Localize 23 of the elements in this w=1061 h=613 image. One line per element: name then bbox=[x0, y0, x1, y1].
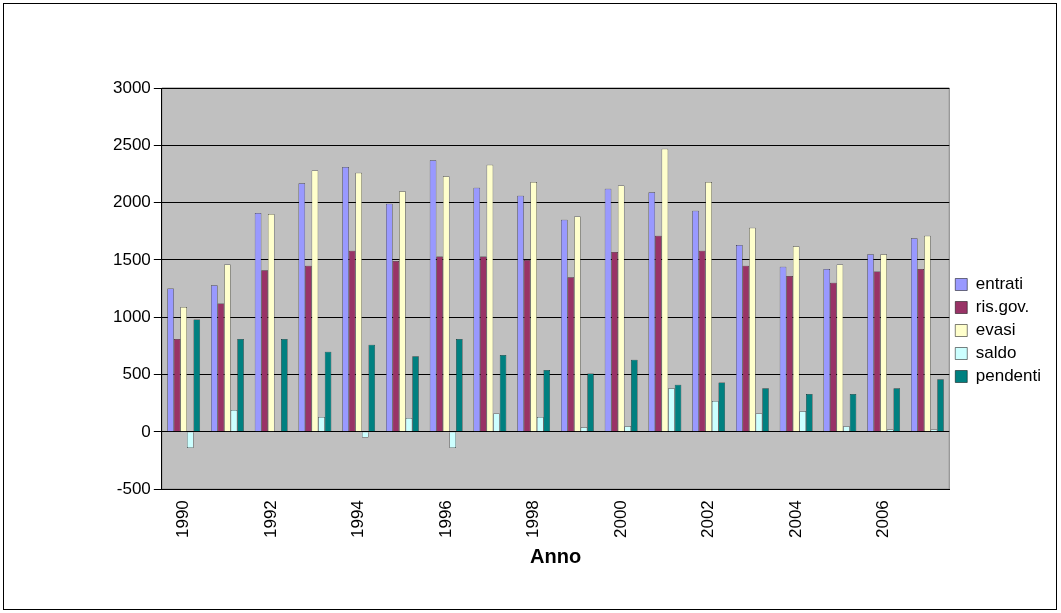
y-tick-label: 1500 bbox=[112, 249, 151, 269]
x-tick-label: 2006 bbox=[873, 500, 893, 539]
legend-label: ris.gov. bbox=[975, 297, 1030, 317]
y-tick-label: -500 bbox=[116, 478, 151, 498]
legend-label: evasi bbox=[975, 320, 1016, 340]
x-tick-label: 2004 bbox=[785, 500, 805, 539]
x-tick-label: 1990 bbox=[173, 500, 193, 539]
y-tick-label: 2500 bbox=[112, 135, 151, 154]
y-tick-label: 0 bbox=[141, 421, 151, 441]
x-tick-label: 2002 bbox=[698, 500, 718, 539]
legend-label: entrati bbox=[975, 274, 1024, 294]
y-tick-label: 3000 bbox=[112, 77, 151, 97]
x-tick-label: 1992 bbox=[260, 500, 280, 539]
x-tick-label: 1996 bbox=[435, 500, 455, 539]
y-tick-label: 500 bbox=[122, 364, 151, 384]
y-tick-label: 2000 bbox=[112, 192, 151, 212]
legend-label: pendenti bbox=[975, 366, 1042, 386]
y-tick-label: 1000 bbox=[112, 306, 151, 326]
x-tick-label: 1998 bbox=[523, 500, 543, 539]
x-tick-label: 1994 bbox=[348, 500, 368, 539]
x-tick-label: 2000 bbox=[610, 500, 630, 539]
x-axis-title: Anno bbox=[530, 544, 582, 567]
legend-label: saldo bbox=[975, 343, 1017, 363]
